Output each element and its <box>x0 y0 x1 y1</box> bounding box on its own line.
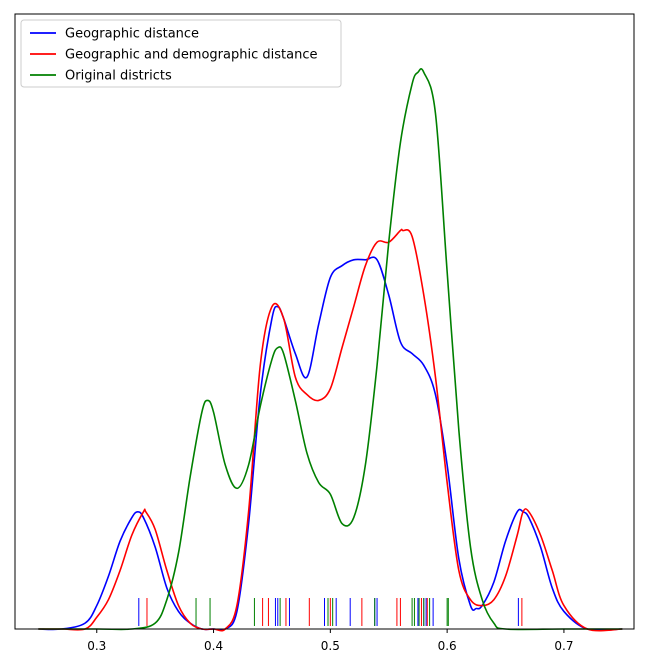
rug-layer <box>138 598 523 626</box>
x-tick-label: 0.3 <box>87 639 106 653</box>
x-tick-label: 0.6 <box>438 639 457 653</box>
series-line-geographic-distance <box>38 256 623 632</box>
series-layer <box>38 67 623 632</box>
legend-label: Original districts <box>65 69 172 84</box>
plot-background <box>15 14 634 629</box>
x-tick-label: 0.4 <box>204 639 223 653</box>
plot-frame <box>14 13 635 630</box>
legend-box <box>20 19 342 88</box>
series-line-geographic-and-demographic-distance <box>38 228 623 632</box>
legend-label: Geographic and demographic distance <box>65 48 317 63</box>
x-axis: 0.3 0.4 0.5 0.6 0.7 <box>87 629 573 653</box>
x-tick-label: 0.5 <box>321 639 340 653</box>
x-tick-label: 0.7 <box>554 639 573 653</box>
legend: Geographic distance Geographic and demogr… <box>20 19 342 88</box>
legend-label: Geographic distance <box>65 27 199 42</box>
series-line-original-districts <box>38 67 623 631</box>
